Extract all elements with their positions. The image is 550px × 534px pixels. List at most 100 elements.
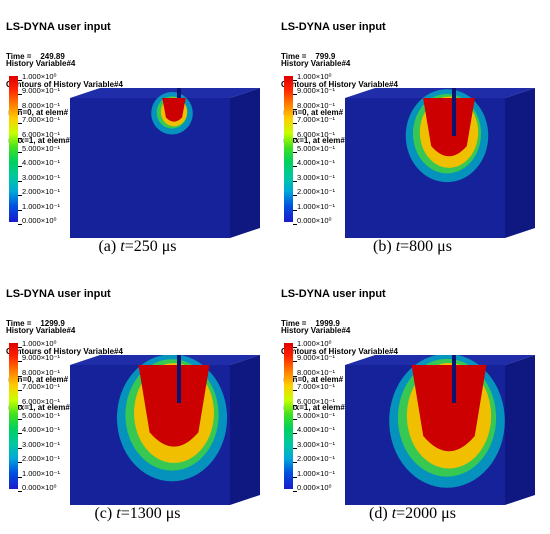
cube-svg xyxy=(345,355,535,505)
legend-tick-mark xyxy=(293,390,297,392)
legend-tick-label: 6.000×10⁻¹ xyxy=(22,396,60,406)
header-title: LS-DYNA user input xyxy=(6,20,111,33)
legend-tick-label: 4.000×10⁻¹ xyxy=(22,158,60,168)
legend-tick-mark xyxy=(18,180,22,182)
time-line: Time = 249.89 xyxy=(6,52,123,61)
caption-prefix: (c) xyxy=(94,505,117,522)
panel-caption: (c) t=1300 μs xyxy=(0,505,275,523)
legend-tick-label: 9.000×10⁻¹ xyxy=(297,353,335,363)
legend-tick-mark xyxy=(18,404,22,406)
projectile-rod xyxy=(452,355,456,403)
caption-prefix: (b) xyxy=(373,238,396,255)
legend-tick-mark xyxy=(293,152,297,153)
simulation-panel-d: LS-DYNA user input Time = 1999.9 Contour… xyxy=(275,267,550,534)
legend-tick-mark xyxy=(293,447,297,449)
legend-tick-mark xyxy=(293,491,297,492)
caption-value: =800 μs xyxy=(400,238,452,255)
caption-variable: t xyxy=(395,238,401,255)
time-label: Time = xyxy=(6,318,32,328)
legend-tick-label: 6.000×10⁻¹ xyxy=(297,129,335,139)
legend-tick-mark xyxy=(18,195,22,197)
time-value: 1999.9 xyxy=(315,318,340,328)
legend-tick-label: 4.000×10⁻¹ xyxy=(297,425,335,435)
legend-tick-label: 7.000×10⁻¹ xyxy=(22,382,60,392)
cube-side-face xyxy=(505,355,535,505)
legend-tick-mark xyxy=(293,224,297,225)
legend-tick-mark xyxy=(293,209,297,211)
legend-tick-mark xyxy=(18,80,22,81)
damage-core xyxy=(411,365,487,452)
contours-line: Contours of History Variable#4 xyxy=(6,79,123,89)
legend-tick-mark xyxy=(293,404,297,406)
legend-tick-label: 7.000×10⁻¹ xyxy=(297,382,335,392)
header-title: LS-DYNA user input xyxy=(281,20,386,33)
time-label: Time = xyxy=(6,51,32,61)
legend-tick-mark xyxy=(293,94,297,96)
legend-tick-mark xyxy=(18,419,22,420)
legend-tick-label: 0.000×10⁰ xyxy=(22,216,57,225)
legend-tick-label: 2.000×10⁻¹ xyxy=(22,187,60,197)
damage-core xyxy=(138,365,210,447)
damage-core xyxy=(162,98,186,122)
time-label: Time = xyxy=(281,318,307,328)
legend-tick-mark xyxy=(18,390,22,392)
legend-tick-label: 1.000×10⁻¹ xyxy=(297,468,335,478)
legend-tick-mark xyxy=(18,123,22,125)
cube-front-face xyxy=(70,98,230,238)
legend-tick-mark xyxy=(18,152,22,153)
panel-caption: (b) t=800 μs xyxy=(275,238,550,256)
legend-tick-mark xyxy=(293,347,297,348)
caption-variable: t xyxy=(391,505,397,522)
caption-prefix: (d) xyxy=(369,505,392,522)
legend-color-scale xyxy=(9,343,22,492)
simulation-panel-b: LS-DYNA user input Time = 799.9 Contours… xyxy=(275,0,550,267)
legend-tick-label: 0.000×10⁰ xyxy=(297,216,332,225)
legend-tick-mark xyxy=(18,166,22,168)
header-title: LS-DYNA user input xyxy=(6,287,111,300)
projectile-rod xyxy=(177,88,181,98)
legend-tick-label: 7.000×10⁻¹ xyxy=(22,115,60,125)
legend-tick-label: 4.000×10⁻¹ xyxy=(22,425,60,435)
legend-tick-mark xyxy=(18,361,22,363)
caption-prefix: (a) xyxy=(98,238,121,255)
legend-tick-label: 3.000×10⁻¹ xyxy=(22,172,60,182)
legend-title: History Variable#4 xyxy=(6,59,76,68)
cube-side-face xyxy=(505,88,535,238)
time-value: 799.9 xyxy=(315,51,336,61)
legend-title: History Variable#4 xyxy=(281,59,351,68)
simulation-panel-c: LS-DYNA user input Time = 1299.9 Contour… xyxy=(0,267,275,534)
legend-tick-label: 9.000×10⁻¹ xyxy=(22,86,60,96)
legend-tick-label: 9.000×10⁻¹ xyxy=(22,353,60,363)
legend-tick-mark xyxy=(293,180,297,182)
legend-tick-label: 3.000×10⁻¹ xyxy=(297,439,335,449)
caption-variable: t xyxy=(116,505,121,522)
legend-tick-label: 5.000×10⁻¹ xyxy=(297,411,335,420)
legend-tick-mark xyxy=(18,108,22,110)
legend-color-scale xyxy=(9,76,22,225)
legend-tick-label: 6.000×10⁻¹ xyxy=(297,396,335,406)
legend-tick-label: 2.000×10⁻¹ xyxy=(22,454,60,464)
simulation-header: LS-DYNA user input Time = 799.9 Contours… xyxy=(281,2,398,165)
time-line: Time = 799.9 xyxy=(281,52,398,61)
legend-tick-label: 1.000×10⁻¹ xyxy=(297,201,335,211)
legend-tick-mark xyxy=(293,108,297,110)
legend-tick-mark xyxy=(18,375,22,377)
caption-value: =2000 μs xyxy=(396,505,456,522)
cube-model xyxy=(345,88,535,243)
legend-tick-mark xyxy=(18,447,22,449)
legend-tick-mark xyxy=(293,361,297,363)
legend-tick-mark xyxy=(293,476,297,478)
panel-caption: (a) t=250 μs xyxy=(0,238,275,256)
legend-tick-label: 0.000×10⁰ xyxy=(22,483,57,492)
legend-tick-label: 8.000×10⁻¹ xyxy=(22,367,60,377)
legend-tick-mark xyxy=(18,491,22,492)
legend-tick-mark xyxy=(293,166,297,168)
cube-model xyxy=(70,88,260,243)
legend-tick-mark xyxy=(293,419,297,420)
contours-line: Contours of History Variable#4 xyxy=(6,346,123,356)
legend-tick-mark xyxy=(293,462,297,464)
cube-svg xyxy=(345,88,535,238)
cube-svg xyxy=(70,355,260,505)
legend-tick-label: 1.000×10⁻¹ xyxy=(22,201,60,211)
simulation-header: LS-DYNA user input Time = 1299.9 Contour… xyxy=(6,269,123,432)
